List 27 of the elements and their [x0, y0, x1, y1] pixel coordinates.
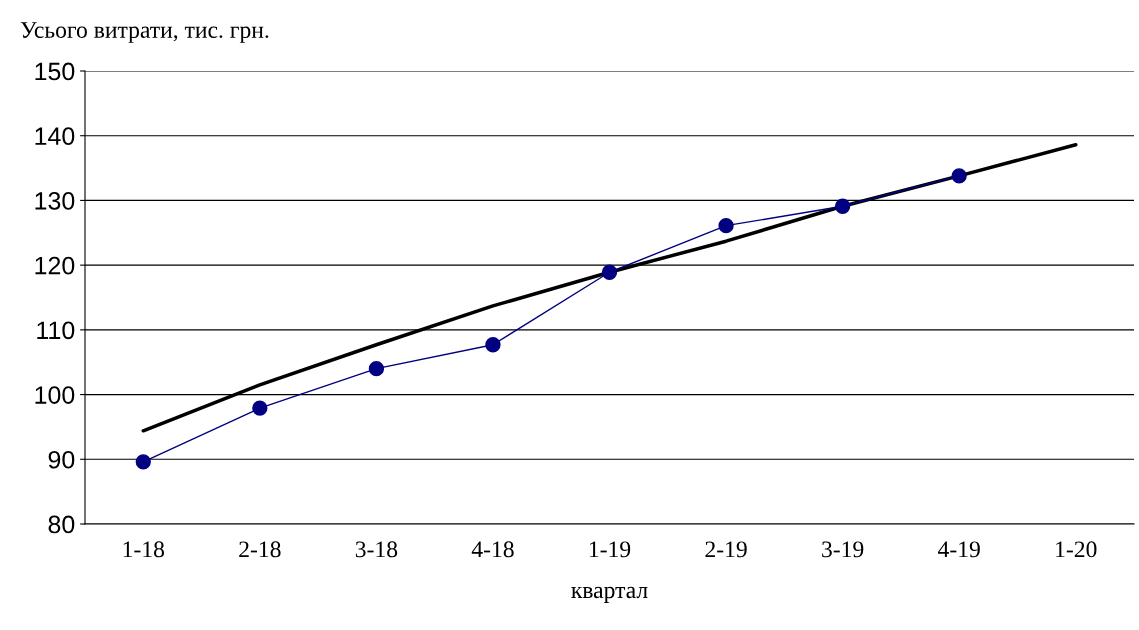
x-tick-label: 2-18 — [239, 541, 281, 558]
y-tick-label: 140 — [35, 127, 75, 146]
y-tick-label: 100 — [35, 386, 75, 404]
point — [601, 264, 618, 280]
point — [951, 168, 967, 184]
y-tick-label: 80 — [48, 515, 75, 534]
x-tick-label: 3-19 — [822, 541, 864, 558]
point — [718, 218, 734, 234]
y-tick-label: 130 — [35, 192, 75, 210]
y-tick-label: 90 — [48, 450, 75, 469]
point — [135, 454, 151, 470]
x-tick-label: 3-18 — [355, 541, 398, 558]
x-tick-label: 1-19 — [589, 541, 631, 558]
point — [252, 400, 268, 416]
y-axis-title: Усього витрати, тис. грн. — [20, 22, 269, 43]
point — [834, 198, 851, 214]
x-tick-label: 4-18 — [471, 541, 514, 558]
x-tick-label: 2-19 — [705, 541, 747, 558]
x-tick-label: 1-20 — [1056, 541, 1097, 558]
x-tick-label: 1-18 — [123, 541, 165, 558]
x-tick-label: 4-19 — [938, 541, 980, 558]
y-tick-label: 110 — [37, 321, 75, 340]
point — [485, 337, 501, 353]
y-tick-label: 120 — [35, 256, 75, 275]
y-tick-label: 150 — [35, 62, 75, 81]
x-axis-title: квартал — [571, 586, 648, 603]
point — [368, 361, 385, 377]
